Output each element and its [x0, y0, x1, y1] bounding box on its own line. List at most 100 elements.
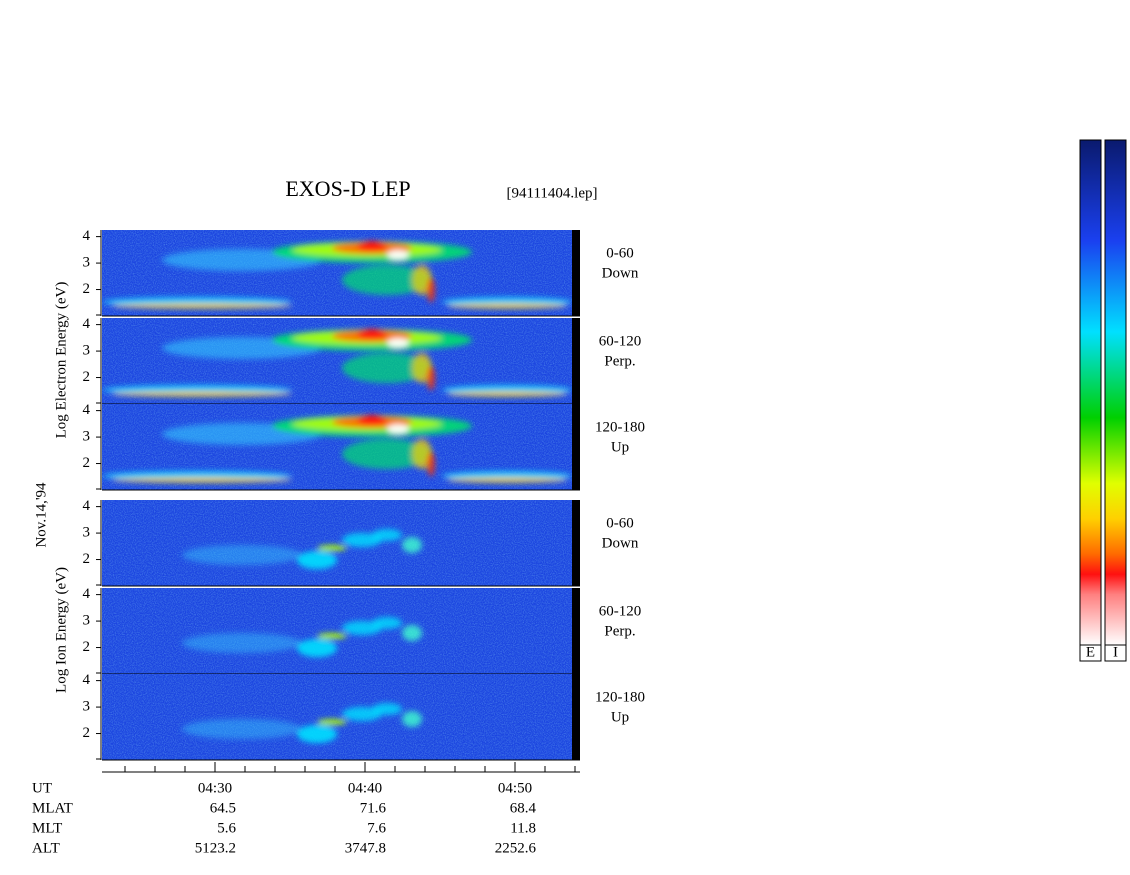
feature	[342, 533, 382, 547]
noise	[102, 674, 572, 760]
spectrogram-image	[102, 674, 572, 760]
feature	[427, 277, 435, 303]
x-tick-label: 04:50	[498, 780, 532, 796]
direction-label: Down	[602, 535, 639, 551]
features	[102, 415, 572, 483]
spectrogram-image	[102, 318, 572, 404]
feature	[402, 625, 422, 641]
y-tick-label: 3	[83, 429, 91, 445]
feature	[357, 329, 387, 339]
spectrogram-image	[102, 404, 572, 490]
colorbar-label: I	[1113, 644, 1118, 660]
orbit-label: MLT	[32, 820, 62, 836]
direction-label: Up	[611, 439, 629, 455]
noise	[102, 588, 572, 674]
y-tick-label: 3	[83, 613, 91, 629]
feature	[317, 545, 347, 551]
y-tick-label: 3	[83, 255, 91, 271]
orbit-label: MLAT	[32, 800, 73, 816]
spectrogram	[100, 404, 580, 491]
features	[182, 617, 422, 657]
spectrogram-image	[102, 230, 572, 316]
feature	[182, 545, 302, 565]
ion-y-label: Log Ion Energy (eV)	[53, 567, 69, 693]
orbit-value: 7.6	[367, 820, 386, 836]
feature	[342, 439, 432, 469]
direction-label: Perp.	[604, 623, 635, 639]
feature	[447, 303, 567, 309]
features	[102, 241, 572, 309]
features	[182, 529, 422, 569]
feature	[412, 439, 432, 469]
spectrogram-image	[102, 500, 572, 586]
feature	[297, 551, 337, 569]
y-tick-label: 2	[83, 281, 91, 297]
date: Nov.14,'94	[33, 482, 49, 548]
direction-label: Down	[602, 265, 639, 281]
angle-label: 120-180	[595, 689, 645, 705]
angle-label: 60-120	[599, 333, 642, 349]
feature	[342, 265, 432, 295]
edge	[572, 404, 580, 490]
orbit-value: 64.5	[210, 800, 236, 816]
electron-y-label: Log Electron Energy (eV)	[53, 282, 69, 439]
angle-label: 60-120	[599, 603, 642, 619]
y-tick-label: 4	[83, 672, 91, 688]
spectrogram	[100, 500, 580, 587]
edge	[572, 674, 580, 760]
feature	[182, 719, 302, 739]
orbit-value: 11.8	[510, 820, 536, 836]
feature	[372, 703, 402, 715]
feature	[412, 353, 432, 383]
feature	[372, 617, 402, 629]
feature	[372, 529, 402, 541]
feature	[342, 353, 432, 383]
features	[102, 329, 572, 397]
feature	[402, 711, 422, 727]
orbit-value: 71.6	[360, 800, 387, 816]
feature	[182, 633, 302, 653]
angle-label: 0-60	[606, 245, 634, 261]
features	[182, 703, 422, 743]
orbit-value: 2252.6	[495, 840, 537, 856]
orbit-value: 5.6	[217, 820, 236, 836]
y-tick-label: 4	[83, 316, 91, 332]
ut-label: UT	[32, 780, 52, 796]
angle-label: 0-60	[606, 515, 634, 531]
spectrogram	[100, 318, 580, 405]
feature	[427, 451, 435, 477]
feature	[357, 415, 387, 425]
y-tick-label: 3	[83, 343, 91, 359]
edge	[572, 318, 580, 404]
direction-label: Up	[611, 709, 629, 725]
y-tick-label: 3	[83, 525, 91, 541]
y-tick-label: 2	[83, 639, 91, 655]
colorbar-label: E	[1086, 644, 1095, 660]
feature	[317, 719, 347, 725]
feature	[112, 303, 292, 309]
feature	[387, 424, 409, 434]
title: EXOS-D LEP	[285, 176, 410, 201]
feature	[402, 537, 422, 553]
y-tick-label: 4	[83, 586, 91, 602]
y-tick-label: 2	[83, 551, 91, 567]
y-tick-label: 3	[83, 699, 91, 715]
feature	[342, 621, 382, 635]
colorbar-label-box	[1104, 644, 1127, 662]
spectrogram	[100, 674, 580, 761]
angle-label: 120-180	[595, 419, 645, 435]
orbit-value: 68.4	[510, 800, 537, 816]
edge	[572, 588, 580, 674]
spectrogram-image	[102, 588, 572, 674]
feature	[297, 725, 337, 743]
colorbar-label-box	[1079, 644, 1102, 662]
spectrogram	[100, 588, 580, 675]
feature	[317, 633, 347, 639]
y-tick-label: 2	[83, 725, 91, 741]
feature	[447, 391, 567, 397]
feature	[412, 265, 432, 295]
orbit-value: 5123.2	[195, 840, 236, 856]
noise	[102, 500, 572, 586]
feature	[427, 365, 435, 391]
